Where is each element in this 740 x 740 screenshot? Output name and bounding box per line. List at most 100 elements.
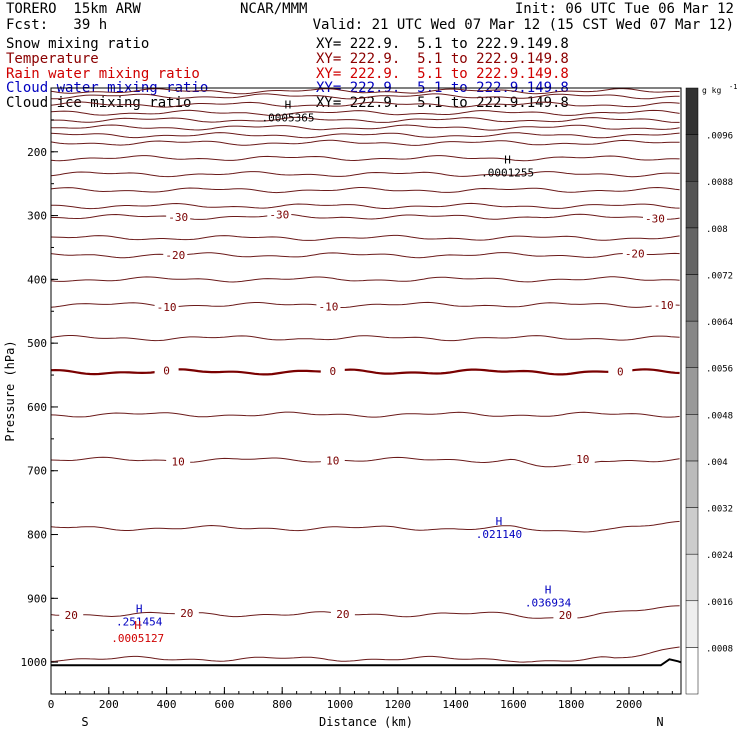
contour-label-bg xyxy=(163,248,188,261)
contour-label: 0 xyxy=(329,365,336,378)
contour-label: -30 xyxy=(645,213,665,226)
contour-label: -30 xyxy=(269,209,289,222)
plot-axes: 0 200 400 600 800 1000 1200 1400 1600 1800 2000200… xyxy=(3,87,682,729)
contour-line xyxy=(51,202,680,210)
contour-line xyxy=(50,368,680,376)
extremum-value: .0005127 xyxy=(111,632,164,645)
colorbar-tick-label: .0088 xyxy=(706,178,733,188)
contour-label-bg xyxy=(320,454,345,467)
x-axis-label: Distance (km) xyxy=(319,715,413,729)
contour-label: 20 xyxy=(336,608,349,621)
contour-label: -20 xyxy=(165,249,185,262)
x-tick-label: 200 xyxy=(99,698,119,711)
extremum-value: .036934 xyxy=(525,596,572,609)
extremum-h: H xyxy=(134,619,141,632)
forecast-hour: Fcst: 39 h xyxy=(6,17,108,33)
contour-label: -10 xyxy=(157,301,177,314)
y-tick-label: 500 xyxy=(27,337,47,350)
contour-line xyxy=(51,213,680,220)
contour-label-bg xyxy=(59,609,84,622)
colorbar-cell xyxy=(685,180,699,229)
colorbar-cell xyxy=(685,367,699,415)
extremum-value: .021140 xyxy=(476,528,522,541)
contour-line xyxy=(50,88,680,95)
contour-label: 0 xyxy=(617,366,624,379)
contour-label-bg xyxy=(570,452,595,465)
contour-line xyxy=(50,186,680,194)
terrain xyxy=(51,658,682,667)
y-tick-label: 600 xyxy=(27,401,47,414)
contour-line xyxy=(50,252,680,259)
x-tick-label: 600 xyxy=(214,698,234,711)
y-tick-label: 400 xyxy=(27,273,47,286)
extremum-value: .0001255 xyxy=(481,166,534,179)
contour-label-bg xyxy=(622,247,647,260)
contour-line xyxy=(50,109,680,116)
colorbar-cell xyxy=(685,460,699,508)
contour-label-bg xyxy=(608,365,633,378)
extremum-h: H xyxy=(496,515,503,528)
contour-line xyxy=(50,520,680,533)
x-tick-label: 800 xyxy=(272,698,292,711)
north-end-label: N xyxy=(656,715,663,729)
colorbar-cell xyxy=(685,227,699,275)
contour-label-bg xyxy=(651,298,676,311)
contour-label: -10 xyxy=(318,300,338,313)
contour-label-bg xyxy=(316,300,341,313)
contour-label-bg xyxy=(166,455,191,468)
x-tick-label: 400 xyxy=(157,698,177,711)
colorbar-cell xyxy=(685,553,699,602)
x-tick-label: 0 xyxy=(48,698,55,711)
colorbar-tick-label: .004 xyxy=(706,458,728,468)
y-tick-label: 300 xyxy=(27,210,47,223)
contour-label: -30 xyxy=(168,211,188,224)
south-end-label: S xyxy=(81,715,88,729)
colorbar-tick-label: .0024 xyxy=(706,551,733,561)
colorbar-unit: g kg xyxy=(702,86,721,95)
contour-line xyxy=(50,646,680,663)
ground-line xyxy=(51,658,682,667)
colorbar-tick-label: .0032 xyxy=(706,505,733,515)
contour-label: -20 xyxy=(625,248,645,261)
temperature-contours: -30 -30 -30 -20 -20 -10 -10 -10 0 0 0 10 10 10 20 20 20 2… xyxy=(50,88,680,663)
colorbar-cell xyxy=(685,320,699,368)
x-tick-label: 2000 xyxy=(616,698,643,711)
contour-line xyxy=(50,234,680,241)
colorbar-tick-label: .0072 xyxy=(706,271,733,281)
y-tick-label: 700 xyxy=(27,465,47,478)
contour-line xyxy=(50,116,680,123)
contour-label-bg xyxy=(154,364,179,377)
colorbar-tick-label: .0016 xyxy=(706,598,733,608)
init-time: Init: 06 UTC Tue 06 Mar 12 xyxy=(514,1,734,17)
colorbar-cell xyxy=(685,274,699,322)
contour-label: 0 xyxy=(163,364,170,377)
extremum-h: H xyxy=(285,99,292,112)
colorbar-cell xyxy=(685,87,699,135)
legend-temperature-name: Temperature xyxy=(6,51,99,67)
contour-line xyxy=(50,411,680,418)
contour-label-bg xyxy=(330,607,355,620)
colorbar-tick-label: .0064 xyxy=(706,318,733,328)
contour-label-bg xyxy=(320,364,345,377)
extremum-value: .251454 xyxy=(116,616,163,629)
y-axis-label: Pressure (hPa) xyxy=(3,340,17,441)
contour-line xyxy=(50,101,680,108)
y-tick-label: 900 xyxy=(27,592,47,605)
legend-cloudice-xy: XY= 222.9. 5.1 to 222.9.149.8 xyxy=(316,95,569,111)
contour-line xyxy=(50,132,680,139)
colorbar-tick-label: .008 xyxy=(706,225,728,235)
legend-snow-name: Snow mixing ratio xyxy=(6,36,150,52)
contour-label: -10 xyxy=(654,299,674,312)
contour-label-bg xyxy=(267,208,292,221)
contour-label: 20 xyxy=(559,609,572,622)
legend-rain-name: Rain water mixing ratio xyxy=(6,66,200,82)
colorbar-cell xyxy=(685,647,699,695)
contour-label: 10 xyxy=(326,455,339,468)
x-tick-label: 1600 xyxy=(500,698,527,711)
contour-line xyxy=(50,276,680,283)
colorbar: .0008 .0016 .0024 .0032 .004 .0048 .0056 .0064.… xyxy=(685,83,737,695)
extrema-markers: H.0005365H.0001255H.021140H.036934H.2514… xyxy=(111,99,571,646)
contour-line xyxy=(50,93,680,100)
legend-rain-xy: XY= 222.9. 5.1 to 222.9.149.8 xyxy=(316,66,569,82)
contour-label: 10 xyxy=(576,453,589,466)
